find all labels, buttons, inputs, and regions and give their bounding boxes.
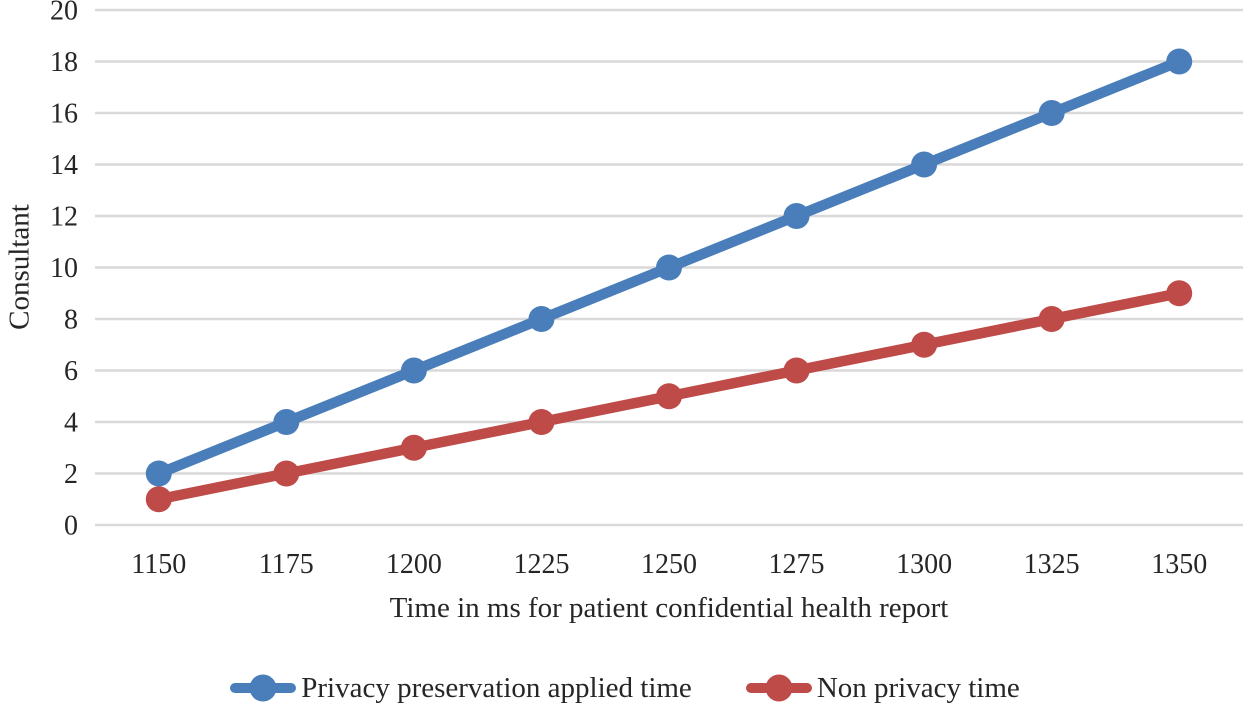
x-axis-tick-label: 1150 <box>131 549 186 580</box>
data-point-marker <box>400 434 427 461</box>
data-point-marker <box>783 203 810 229</box>
data-point-marker <box>1166 280 1193 307</box>
y-axis-tick-label: 14 <box>50 150 78 181</box>
legend-item-non-privacy: Non privacy time <box>745 671 1020 705</box>
y-axis-tick-label: 18 <box>50 47 78 78</box>
x-axis-tick-label: 1250 <box>641 549 697 580</box>
y-axis-tick-label: 4 <box>64 408 78 439</box>
x-axis-tick-label: 1300 <box>896 549 952 580</box>
data-point-marker <box>145 486 172 513</box>
x-axis-title: Time in ms for patient confidential heal… <box>389 592 949 624</box>
x-axis-tick-label: 1350 <box>1151 549 1207 580</box>
data-point-marker <box>783 357 810 384</box>
data-point-marker <box>1038 100 1065 126</box>
y-axis-tick-label: 0 <box>64 511 78 542</box>
data-point-marker <box>273 409 300 435</box>
data-point-marker <box>1038 306 1065 332</box>
y-axis-tick-label: 10 <box>50 253 78 284</box>
data-point-marker <box>911 151 938 178</box>
y-axis-title: Consultant <box>3 204 36 330</box>
y-axis-tick-label: 2 <box>64 459 78 490</box>
line-marker-icon <box>230 674 297 702</box>
data-point-marker <box>656 383 682 410</box>
dot-marker-icon <box>765 674 793 702</box>
legend: Privacy preservation applied time Non pr… <box>0 668 1250 708</box>
x-axis-tick-label: 1225 <box>513 549 569 580</box>
data-point-marker <box>273 460 300 487</box>
data-point-marker <box>528 409 555 435</box>
data-point-marker <box>400 357 427 384</box>
y-axis-tick-label: 6 <box>64 356 78 387</box>
legend-label: Privacy preservation applied time <box>301 671 692 704</box>
x-axis-tick-label: 1200 <box>386 549 442 580</box>
data-point-marker <box>911 331 938 358</box>
line-marker-icon <box>745 674 812 702</box>
data-point-marker <box>145 460 172 487</box>
y-axis-tick-label: 8 <box>64 305 78 336</box>
data-point-marker <box>656 254 682 281</box>
y-axis-tick-label: 12 <box>50 202 78 233</box>
x-axis-tick-label: 1325 <box>1024 549 1080 580</box>
legend-item-privacy: Privacy preservation applied time <box>230 672 692 705</box>
dot-marker-icon <box>249 674 277 702</box>
legend-label: Non privacy time <box>816 671 1020 704</box>
x-axis-tick-label: 1275 <box>769 549 825 580</box>
data-point-marker <box>1166 48 1193 75</box>
y-axis-tick-label: 20 <box>50 0 78 27</box>
x-axis-tick-label: 1175 <box>259 549 314 580</box>
data-point-marker <box>528 306 555 332</box>
y-axis-tick-label: 16 <box>50 99 78 130</box>
